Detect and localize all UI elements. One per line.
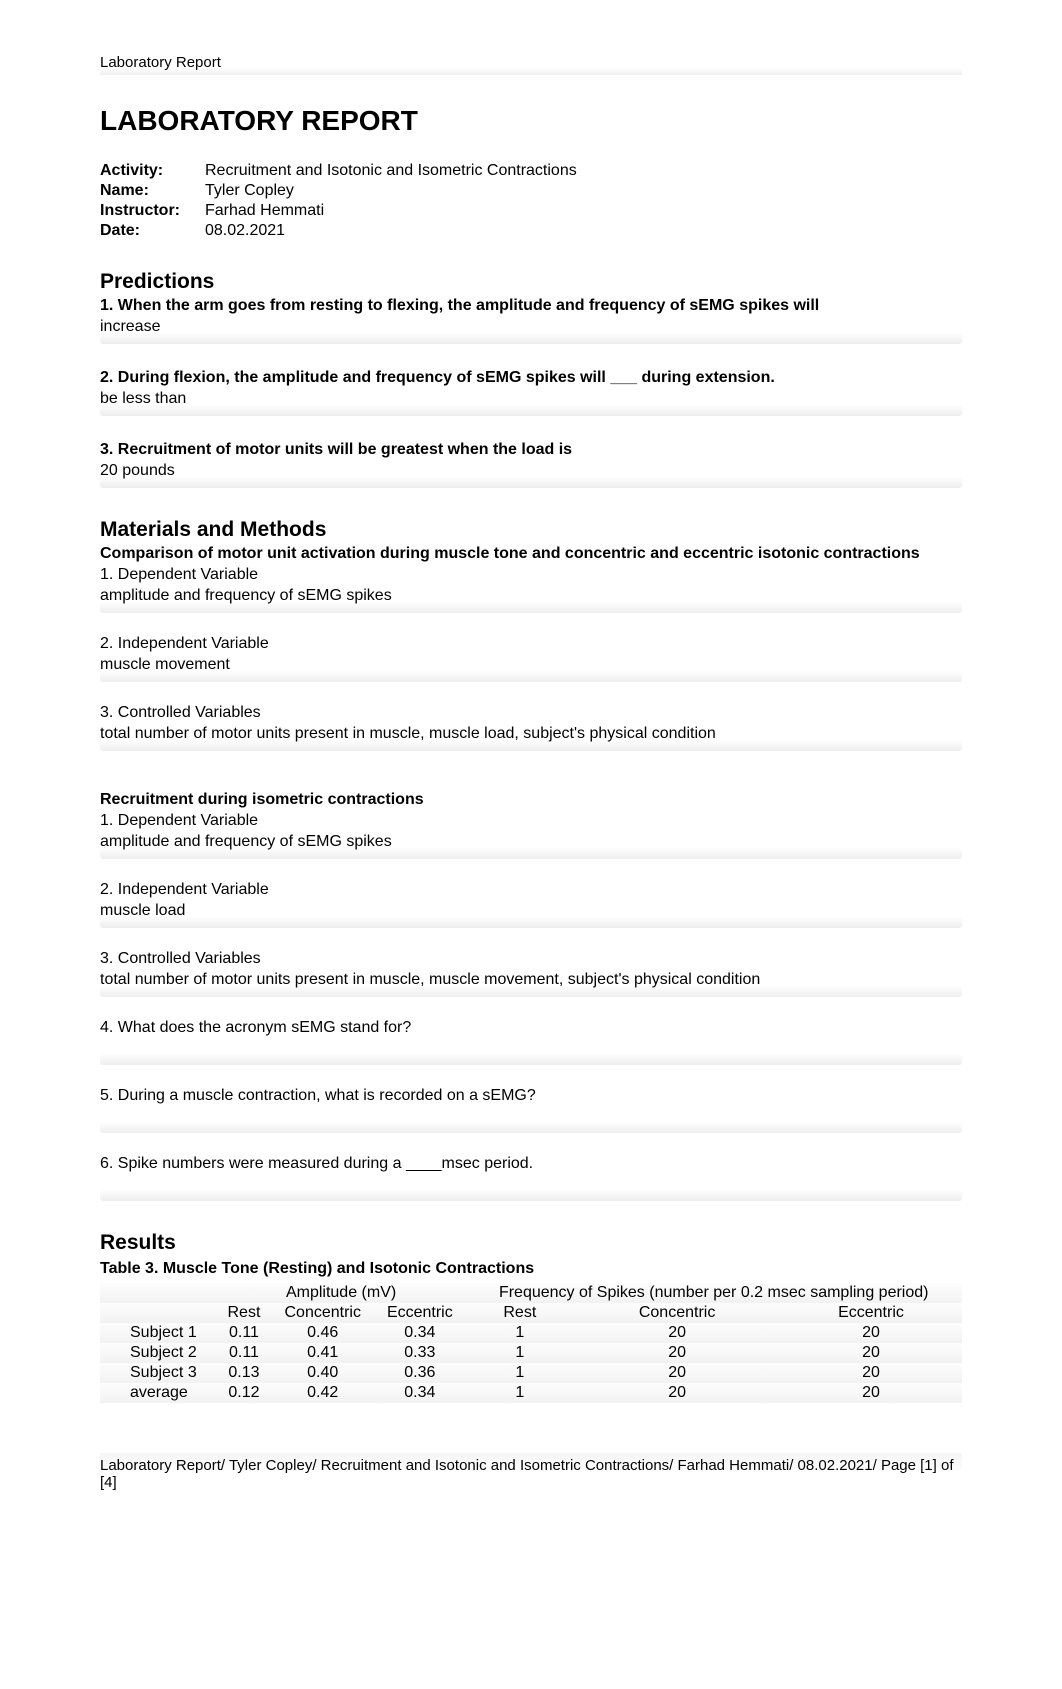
cell: 0.33: [374, 1343, 465, 1363]
cell: 1: [465, 1363, 574, 1383]
materials-p1-l2: 2. Independent Variable: [100, 635, 962, 653]
cell: 0.41: [271, 1343, 374, 1363]
prediction-q1: 1. When the arm goes from resting to fle…: [100, 297, 962, 315]
materials-p2-l5: 5. During a muscle contraction, what is …: [100, 1087, 962, 1105]
cell: 20: [574, 1383, 780, 1403]
results-table: Amplitude (mV) Frequency of Spikes (numb…: [100, 1283, 962, 1403]
page-title: LABORATORY REPORT: [100, 105, 962, 137]
materials-p2-l3: 3. Controlled Variables: [100, 950, 962, 968]
cell: 0.34: [374, 1323, 465, 1343]
row-label: Subject 1: [100, 1323, 217, 1343]
cell: 1: [465, 1323, 574, 1343]
materials-p2-l2: 2. Independent Variable: [100, 881, 962, 899]
cell: 20: [574, 1323, 780, 1343]
meta-block: Activity: Recruitment and Isotonic and I…: [100, 162, 962, 240]
table-col-header-row: Rest Concentric Eccentric Rest Concentri…: [100, 1303, 962, 1323]
col-header-conc2: Concentric: [574, 1303, 780, 1323]
cell: 20: [574, 1343, 780, 1363]
group-header-frequency: Frequency of Spikes (number per 0.2 msec…: [465, 1283, 962, 1303]
prediction-q2: 2. During flexion, the amplitude and fre…: [100, 369, 962, 387]
meta-value-activity: Recruitment and Isotonic and Isometric C…: [205, 162, 962, 180]
cell: 0.42: [271, 1383, 374, 1403]
cell: 0.36: [374, 1363, 465, 1383]
col-header-rest1: Rest: [217, 1303, 272, 1323]
meta-value-instructor: Farhad Hemmati: [205, 202, 962, 220]
cell: 0.13: [217, 1363, 272, 1383]
cell: 20: [780, 1363, 962, 1383]
table-row: average 0.12 0.42 0.34 1 20 20: [100, 1383, 962, 1403]
col-header-blank: [100, 1303, 217, 1323]
row-label: average: [100, 1383, 217, 1403]
materials-p2-a4: [100, 1037, 962, 1065]
materials-p2-l4: 4. What does the acronym sEMG stand for?: [100, 1019, 962, 1037]
row-label: Subject 3: [100, 1363, 217, 1383]
table-row: Subject 3 0.13 0.40 0.36 1 20 20: [100, 1363, 962, 1383]
cell: 20: [780, 1323, 962, 1343]
cell: 0.46: [271, 1323, 374, 1343]
meta-row-activity: Activity: Recruitment and Isotonic and I…: [100, 162, 962, 180]
col-header-conc1: Concentric: [271, 1303, 374, 1323]
prediction-a2: be less than: [100, 387, 962, 416]
cell: 0.12: [217, 1383, 272, 1403]
meta-value-date: 08.02.2021: [205, 222, 962, 240]
materials-p1-a1: amplitude and frequency of sEMG spikes: [100, 584, 962, 613]
predictions-heading: Predictions: [100, 270, 962, 294]
prediction-q3: 3. Recruitment of motor units will be gr…: [100, 441, 962, 459]
header-bar: Laboratory Report: [100, 50, 962, 75]
table-row: Subject 1 0.11 0.46 0.34 1 20 20: [100, 1323, 962, 1343]
materials-p1-a2: muscle movement: [100, 653, 962, 682]
materials-subtitle-1: Comparison of motor unit activation duri…: [100, 545, 962, 563]
prediction-a1: increase: [100, 315, 962, 344]
cell: 0.40: [271, 1363, 374, 1383]
materials-p2-a5: [100, 1105, 962, 1133]
group-header-blank: [100, 1283, 217, 1303]
materials-p1-l1: 1. Dependent Variable: [100, 566, 962, 584]
col-header-ecc1: Eccentric: [374, 1303, 465, 1323]
meta-label-name: Name:: [100, 182, 205, 200]
meta-value-name: Tyler Copley: [205, 182, 962, 200]
cell: 20: [780, 1383, 962, 1403]
page-footer: Laboratory Report/ Tyler Copley/ Recruit…: [100, 1453, 962, 1495]
cell: 20: [574, 1363, 780, 1383]
meta-label-instructor: Instructor:: [100, 202, 205, 220]
table-group-header-row: Amplitude (mV) Frequency of Spikes (numb…: [100, 1283, 962, 1303]
materials-p2-a1: amplitude and frequency of sEMG spikes: [100, 830, 962, 859]
group-header-amplitude: Amplitude (mV): [217, 1283, 466, 1303]
col-header-ecc2: Eccentric: [780, 1303, 962, 1323]
materials-subtitle-2: Recruitment during isometric contraction…: [100, 791, 962, 809]
meta-row-date: Date: 08.02.2021: [100, 222, 962, 240]
meta-row-name: Name: Tyler Copley: [100, 182, 962, 200]
meta-label-date: Date:: [100, 222, 205, 240]
meta-row-instructor: Instructor: Farhad Hemmati: [100, 202, 962, 220]
materials-p2-l1: 1. Dependent Variable: [100, 812, 962, 830]
results-heading: Results: [100, 1231, 962, 1255]
meta-label-activity: Activity:: [100, 162, 205, 180]
materials-p2-a6: [100, 1173, 962, 1201]
materials-p1-a3: total number of motor units present in m…: [100, 722, 962, 751]
cell: 1: [465, 1343, 574, 1363]
table-row: Subject 2 0.11 0.41 0.33 1 20 20: [100, 1343, 962, 1363]
materials-p1-l3: 3. Controlled Variables: [100, 704, 962, 722]
cell: 0.11: [217, 1343, 272, 1363]
materials-p2-a2: muscle load: [100, 899, 962, 928]
materials-heading: Materials and Methods: [100, 518, 962, 542]
results-table-title: Table 3. Muscle Tone (Resting) and Isoto…: [100, 1260, 962, 1278]
prediction-a3: 20 pounds: [100, 459, 962, 488]
col-header-rest2: Rest: [465, 1303, 574, 1323]
cell: 0.34: [374, 1383, 465, 1403]
row-label: Subject 2: [100, 1343, 217, 1363]
materials-p2-l6: 6. Spike numbers were measured during a …: [100, 1155, 962, 1173]
cell: 20: [780, 1343, 962, 1363]
materials-p2-a3: total number of motor units present in m…: [100, 968, 962, 997]
cell: 0.11: [217, 1323, 272, 1343]
cell: 1: [465, 1383, 574, 1403]
